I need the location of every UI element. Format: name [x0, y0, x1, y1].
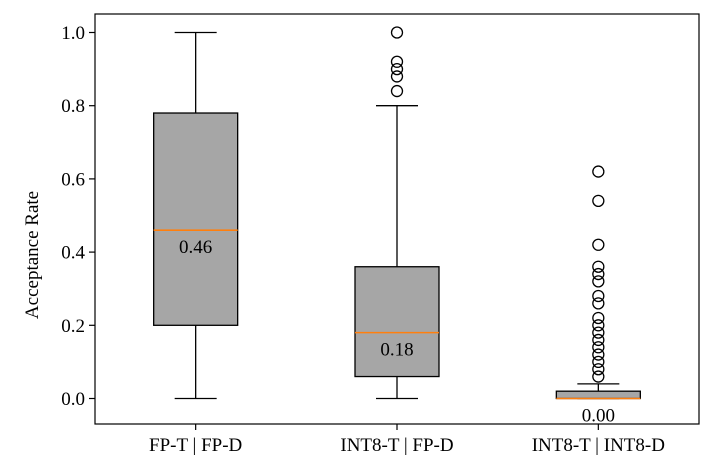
y-tick-label: 0.4 — [61, 243, 85, 264]
outlier-point — [592, 348, 605, 361]
y-tick-label: 0.2 — [61, 316, 85, 337]
outlier-point — [592, 289, 605, 303]
x-category-label: INT8-T | FP-D — [340, 435, 453, 456]
y-tick-label: 0.0 — [61, 389, 85, 410]
median-value-label: 0.46 — [179, 237, 212, 258]
outlier-point — [592, 311, 605, 325]
outlier-point — [390, 26, 404, 39]
median-value-label: 0.00 — [582, 406, 615, 427]
iqr-box — [153, 112, 239, 326]
outlier-point — [592, 267, 605, 281]
x-category-label: FP-T | FP-D — [149, 435, 242, 456]
outlier-point — [592, 260, 605, 273]
iqr-box — [555, 390, 641, 400]
outlier-point — [592, 355, 605, 369]
outlier-point — [592, 238, 605, 251]
y-tick-label: 0.6 — [61, 169, 85, 190]
outlier-point — [592, 275, 605, 288]
y-tick-label: 0.8 — [61, 96, 85, 117]
plot-area-frame — [94, 13, 700, 425]
outlier-point — [390, 55, 404, 68]
outlier-point — [592, 370, 605, 383]
x-category-label: INT8-T | INT8-D — [532, 435, 665, 456]
outlier-point — [592, 194, 605, 208]
outlier-point — [592, 297, 605, 310]
outlier-point — [592, 319, 605, 332]
outlier-point — [390, 70, 404, 83]
outlier-point — [592, 363, 605, 376]
outlier-point — [390, 62, 404, 76]
outlier-point — [592, 326, 605, 339]
y-tick-label: 1.0 — [61, 23, 85, 44]
outlier-point — [592, 165, 605, 178]
median-value-label: 0.18 — [380, 340, 413, 361]
outlier-point — [592, 341, 605, 354]
iqr-box — [354, 266, 440, 378]
outlier-point — [592, 333, 605, 347]
y-axis-title: Acceptance Rate — [22, 191, 43, 319]
outlier-point — [390, 84, 404, 98]
